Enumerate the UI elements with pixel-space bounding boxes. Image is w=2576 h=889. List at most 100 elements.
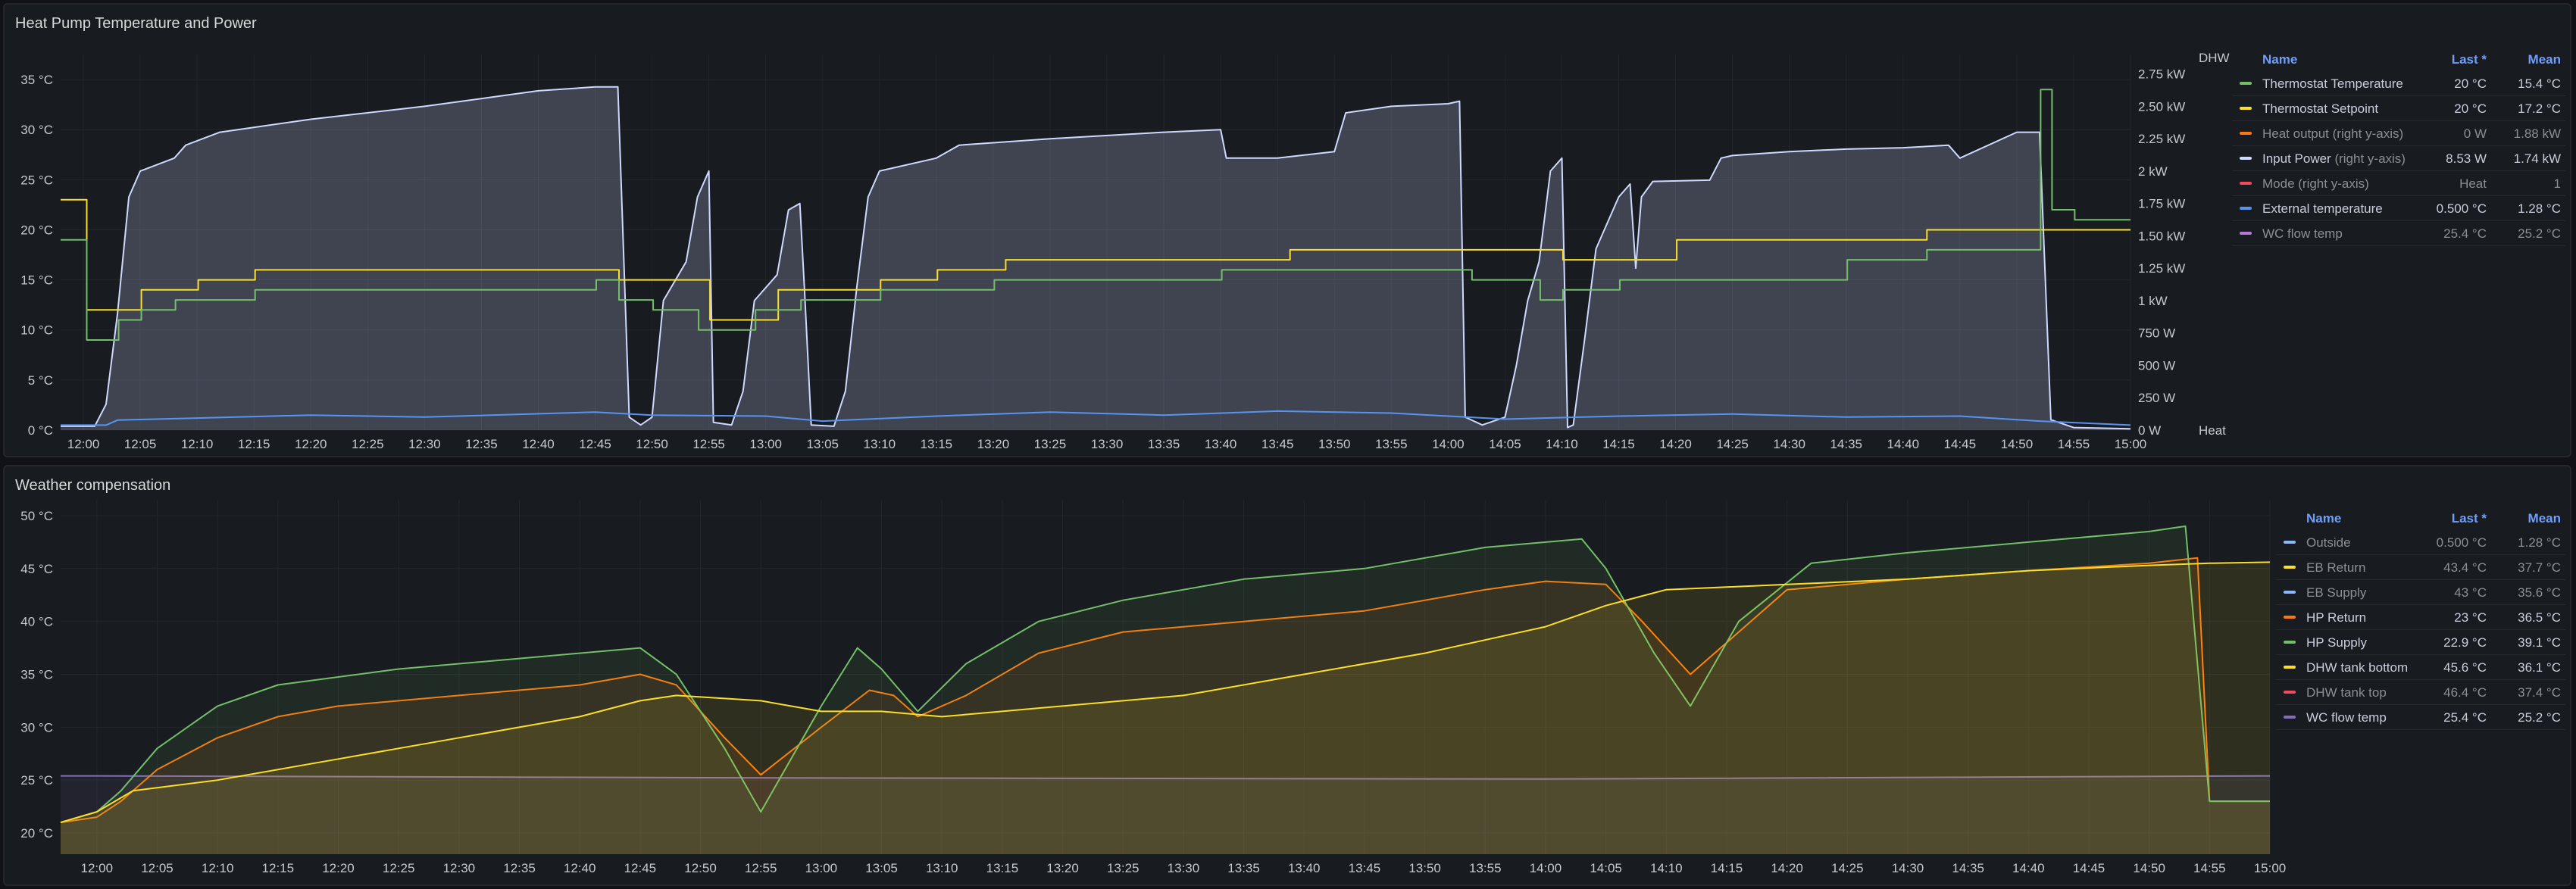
x-tick-label: 13:10 — [864, 437, 896, 451]
x-tick-label: 14:50 — [2001, 437, 2034, 451]
x-tick-label: 12:00 — [81, 861, 114, 875]
legend-item-last: 43.4 °C — [2443, 560, 2487, 575]
legend-item-mean: 25.2 °C — [2518, 710, 2561, 725]
y-tick-label: 20 °C — [20, 826, 53, 841]
x-tick-label: 12:05 — [124, 437, 157, 451]
y-right-tick-label: 1.75 kW — [2138, 197, 2185, 211]
legend-item-dhw-tank-bottom[interactable]: DHW tank bottom 45.6 °C 36.1 °C — [2276, 655, 2565, 680]
x-tick-label: 13:05 — [865, 861, 898, 875]
series-dhw-tank-bottom[interactable] — [60, 561, 2271, 854]
x-tick-label: 12:40 — [564, 861, 596, 875]
x-tick-label: 12:35 — [503, 861, 536, 875]
legend-item-hint: (right y-axis) — [2331, 151, 2406, 166]
legend-item-eb-return[interactable]: EB Return 43.4 °C 37.7 °C — [2276, 555, 2565, 580]
legend-item-last: 43 °C — [2454, 585, 2487, 600]
legend-col-last[interactable]: Last * — [2451, 511, 2487, 526]
x-tick-label: 12:40 — [522, 437, 555, 451]
legend-item-hp-supply[interactable]: HP Supply 22.9 °C 39.1 °C — [2276, 630, 2565, 655]
legend-swatch — [2284, 641, 2296, 644]
legend-item-last: 46.4 °C — [2443, 685, 2487, 700]
legend-item-input-power[interactable]: Input Power (right y-axis) 8.53 W 1.74 kW — [2232, 146, 2565, 171]
heat-pump-chart[interactable]: 12:00 12:05 12:10 12:15 12:20 12:25 12:30 12:35… — [5, 5, 2573, 459]
legend-item-last: 0.500 °C — [2436, 535, 2487, 550]
legend-item-mean: 35.6 °C — [2518, 585, 2561, 600]
legend-item-mean: 37.4 °C — [2518, 685, 2561, 700]
y-tick-label: 35 °C — [20, 73, 53, 87]
legend-item-dhw-tank-top[interactable]: DHW tank top 46.4 °C 37.4 °C — [2276, 680, 2565, 705]
legend-swatch — [2240, 157, 2252, 160]
series-hp-return[interactable] — [60, 557, 2270, 854]
legend-item-name: EB Return — [2306, 560, 2366, 575]
series-input-power[interactable] — [61, 86, 2131, 431]
legend-item-thermostat-temperature[interactable]: Thermostat Temperature 20 °C 15.4 °C — [2232, 71, 2565, 96]
x-tick-label: 12:25 — [352, 437, 384, 451]
legend-item-hp-return[interactable]: HP Return 23 °C 36.5 °C — [2276, 605, 2565, 630]
weather-compensation-chart[interactable]: 12:00 12:05 12:10 12:15 12:20 12:25 12:30 12:35… — [5, 466, 2573, 887]
series-external-temperature[interactable] — [61, 410, 2131, 426]
x-tick-label: 14:20 — [1771, 861, 1803, 875]
series-line — [60, 525, 2270, 824]
x-tick-label: 13:45 — [1261, 437, 1294, 451]
x-tick-label: 12:30 — [408, 437, 441, 451]
grid — [61, 55, 2131, 431]
series-line — [60, 557, 2270, 824]
series-hp-supply[interactable] — [60, 525, 2270, 854]
y-tick-label: 25 °C — [20, 773, 53, 788]
legend-swatch — [2240, 107, 2252, 110]
legend-swatch — [2240, 207, 2252, 210]
legend-item-wc-flow-temp[interactable]: WC flow temp 25.4 °C 25.2 °C — [2232, 221, 2565, 246]
y-right-tick-label: 2 kW — [2138, 164, 2168, 179]
x-tick-label: 13:05 — [806, 437, 839, 451]
legend-item-wc-flow-temp[interactable]: WC flow temp 25.4 °C 25.2 °C — [2276, 705, 2565, 730]
legend-item-last: Heat — [2459, 176, 2487, 191]
legend-item-name: Mode (right y-axis) — [2262, 176, 2369, 191]
x-tick-label: 12:55 — [745, 861, 777, 875]
x-tick-label: 13:20 — [977, 437, 1010, 451]
y-tick-label: 0 °C — [28, 423, 53, 438]
legend-item-last: 45.6 °C — [2443, 660, 2487, 675]
grid — [61, 500, 2271, 854]
x-tick-label: 12:45 — [579, 437, 611, 451]
legend-col-mean[interactable]: Mean — [2528, 511, 2561, 526]
y-tick-label: 50 °C — [20, 509, 53, 523]
series-thermostat-temperature[interactable] — [61, 89, 2131, 341]
legend-item-outside[interactable]: Outside 0.500 °C 1.28 °C — [2276, 530, 2565, 555]
x-tick-label: 12:55 — [692, 437, 725, 451]
legend-swatch — [2284, 541, 2296, 544]
legend-item-mean: 36.1 °C — [2518, 660, 2561, 675]
legend-item-mean: 1.74 kW — [2513, 151, 2561, 166]
x-tick-label: 13:15 — [921, 437, 953, 451]
series-thermostat-setpoint[interactable] — [61, 198, 2131, 321]
x-tick-label: 13:30 — [1168, 861, 1200, 875]
legend-item-thermostat-setpoint[interactable]: Thermostat Setpoint 20 °C 17.2 °C — [2232, 96, 2565, 121]
x-tick-label: 13:40 — [1288, 861, 1321, 875]
x-tick-label: 14:45 — [2073, 861, 2106, 875]
legend-col-name[interactable]: Name — [2306, 511, 2342, 526]
x-tick-label: 14:50 — [2133, 861, 2165, 875]
x-tick-label: 13:50 — [1318, 437, 1351, 451]
y-tick-label: 10 °C — [20, 323, 53, 338]
series-line — [61, 89, 2131, 341]
legend-col-last[interactable]: Last * — [2451, 52, 2487, 67]
legend-item-eb-supply[interactable]: EB Supply 43 °C 35.6 °C — [2276, 580, 2565, 605]
x-tick-label: 13:35 — [1227, 861, 1260, 875]
x-tick-label: 14:30 — [1892, 861, 1924, 875]
legend-swatch — [2240, 182, 2252, 185]
x-tick-label: 12:35 — [465, 437, 498, 451]
legend-col-name[interactable]: Name — [2262, 52, 2298, 67]
legend-item-last: 22.9 °C — [2443, 635, 2487, 650]
panel-weather-compensation: Weather compensation 12:00 12:05 12:10 12:1… — [3, 465, 2571, 886]
y-right-tick-label: 0 W — [2138, 423, 2161, 438]
legend-header: Name Last * Mean — [2232, 47, 2565, 71]
legend-item-name: EB Supply — [2306, 585, 2367, 600]
legend-col-mean[interactable]: Mean — [2528, 52, 2561, 67]
right-axis-top-label: DHW — [2199, 51, 2230, 65]
legend-header: Name Last * Mean — [2276, 506, 2565, 530]
y-tick-label: 45 °C — [20, 562, 53, 576]
series-wc-flow-temp[interactable] — [61, 775, 2271, 854]
y-tick-label: 35 °C — [20, 668, 53, 682]
legend-swatch — [2284, 691, 2296, 694]
legend-item-external-temperature[interactable]: External temperature 0.500 °C 1.28 °C — [2232, 196, 2565, 221]
legend-item-heat-output[interactable]: Heat output (right y-axis) 0 W 1.88 kW — [2232, 121, 2565, 146]
legend-item-mode[interactable]: Mode (right y-axis) Heat 1 — [2232, 171, 2565, 196]
